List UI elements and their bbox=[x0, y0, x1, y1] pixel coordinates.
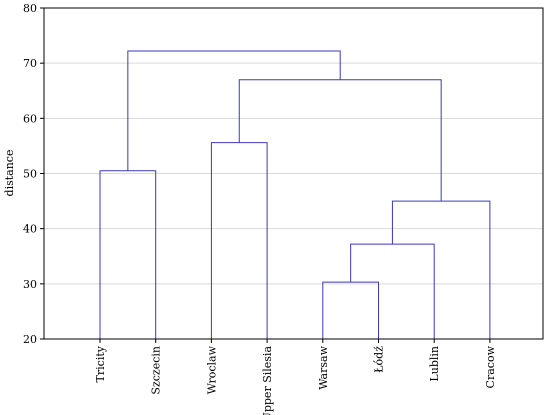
dendrogram-link bbox=[238, 79, 442, 202]
y-tick-label: 50 bbox=[23, 168, 37, 181]
dendrogram-links bbox=[99, 50, 491, 339]
y-axis-title: distance bbox=[3, 150, 16, 197]
y-tick-label: 20 bbox=[23, 333, 37, 346]
leaf-label: Upper Silesia bbox=[261, 346, 274, 415]
dendrogram-link bbox=[210, 142, 268, 339]
dendrogram-link bbox=[99, 170, 157, 339]
leaf-label: Wroclaw bbox=[205, 345, 218, 394]
leaf-label: Łódź bbox=[373, 346, 386, 373]
leaf-label: Szczecin bbox=[150, 346, 163, 395]
y-tick-label: 40 bbox=[23, 223, 37, 236]
y-tick-label: 80 bbox=[23, 2, 37, 15]
dendrogram-link bbox=[350, 243, 435, 339]
y-tick-label: 30 bbox=[23, 278, 37, 291]
y-tick-label: 60 bbox=[23, 112, 37, 125]
leaf-label: Lublin bbox=[428, 346, 441, 382]
y-tick-label: 70 bbox=[23, 57, 37, 70]
dendrogram-link bbox=[127, 50, 341, 171]
leaf-label: Tricity bbox=[94, 345, 107, 382]
grid-lines bbox=[44, 62, 543, 285]
leaf-label: Warsaw bbox=[317, 345, 330, 389]
dendrogram-link bbox=[391, 200, 491, 339]
leaf-label: Cracow bbox=[484, 345, 497, 388]
y-axis-ticks: 20 30 40 50 60 70 80 bbox=[23, 2, 44, 346]
dendrogram-link bbox=[322, 281, 379, 339]
x-axis-leaf-labels: Tricity Szczecin Wroclaw Upper Silesia Warsa… bbox=[94, 339, 497, 415]
